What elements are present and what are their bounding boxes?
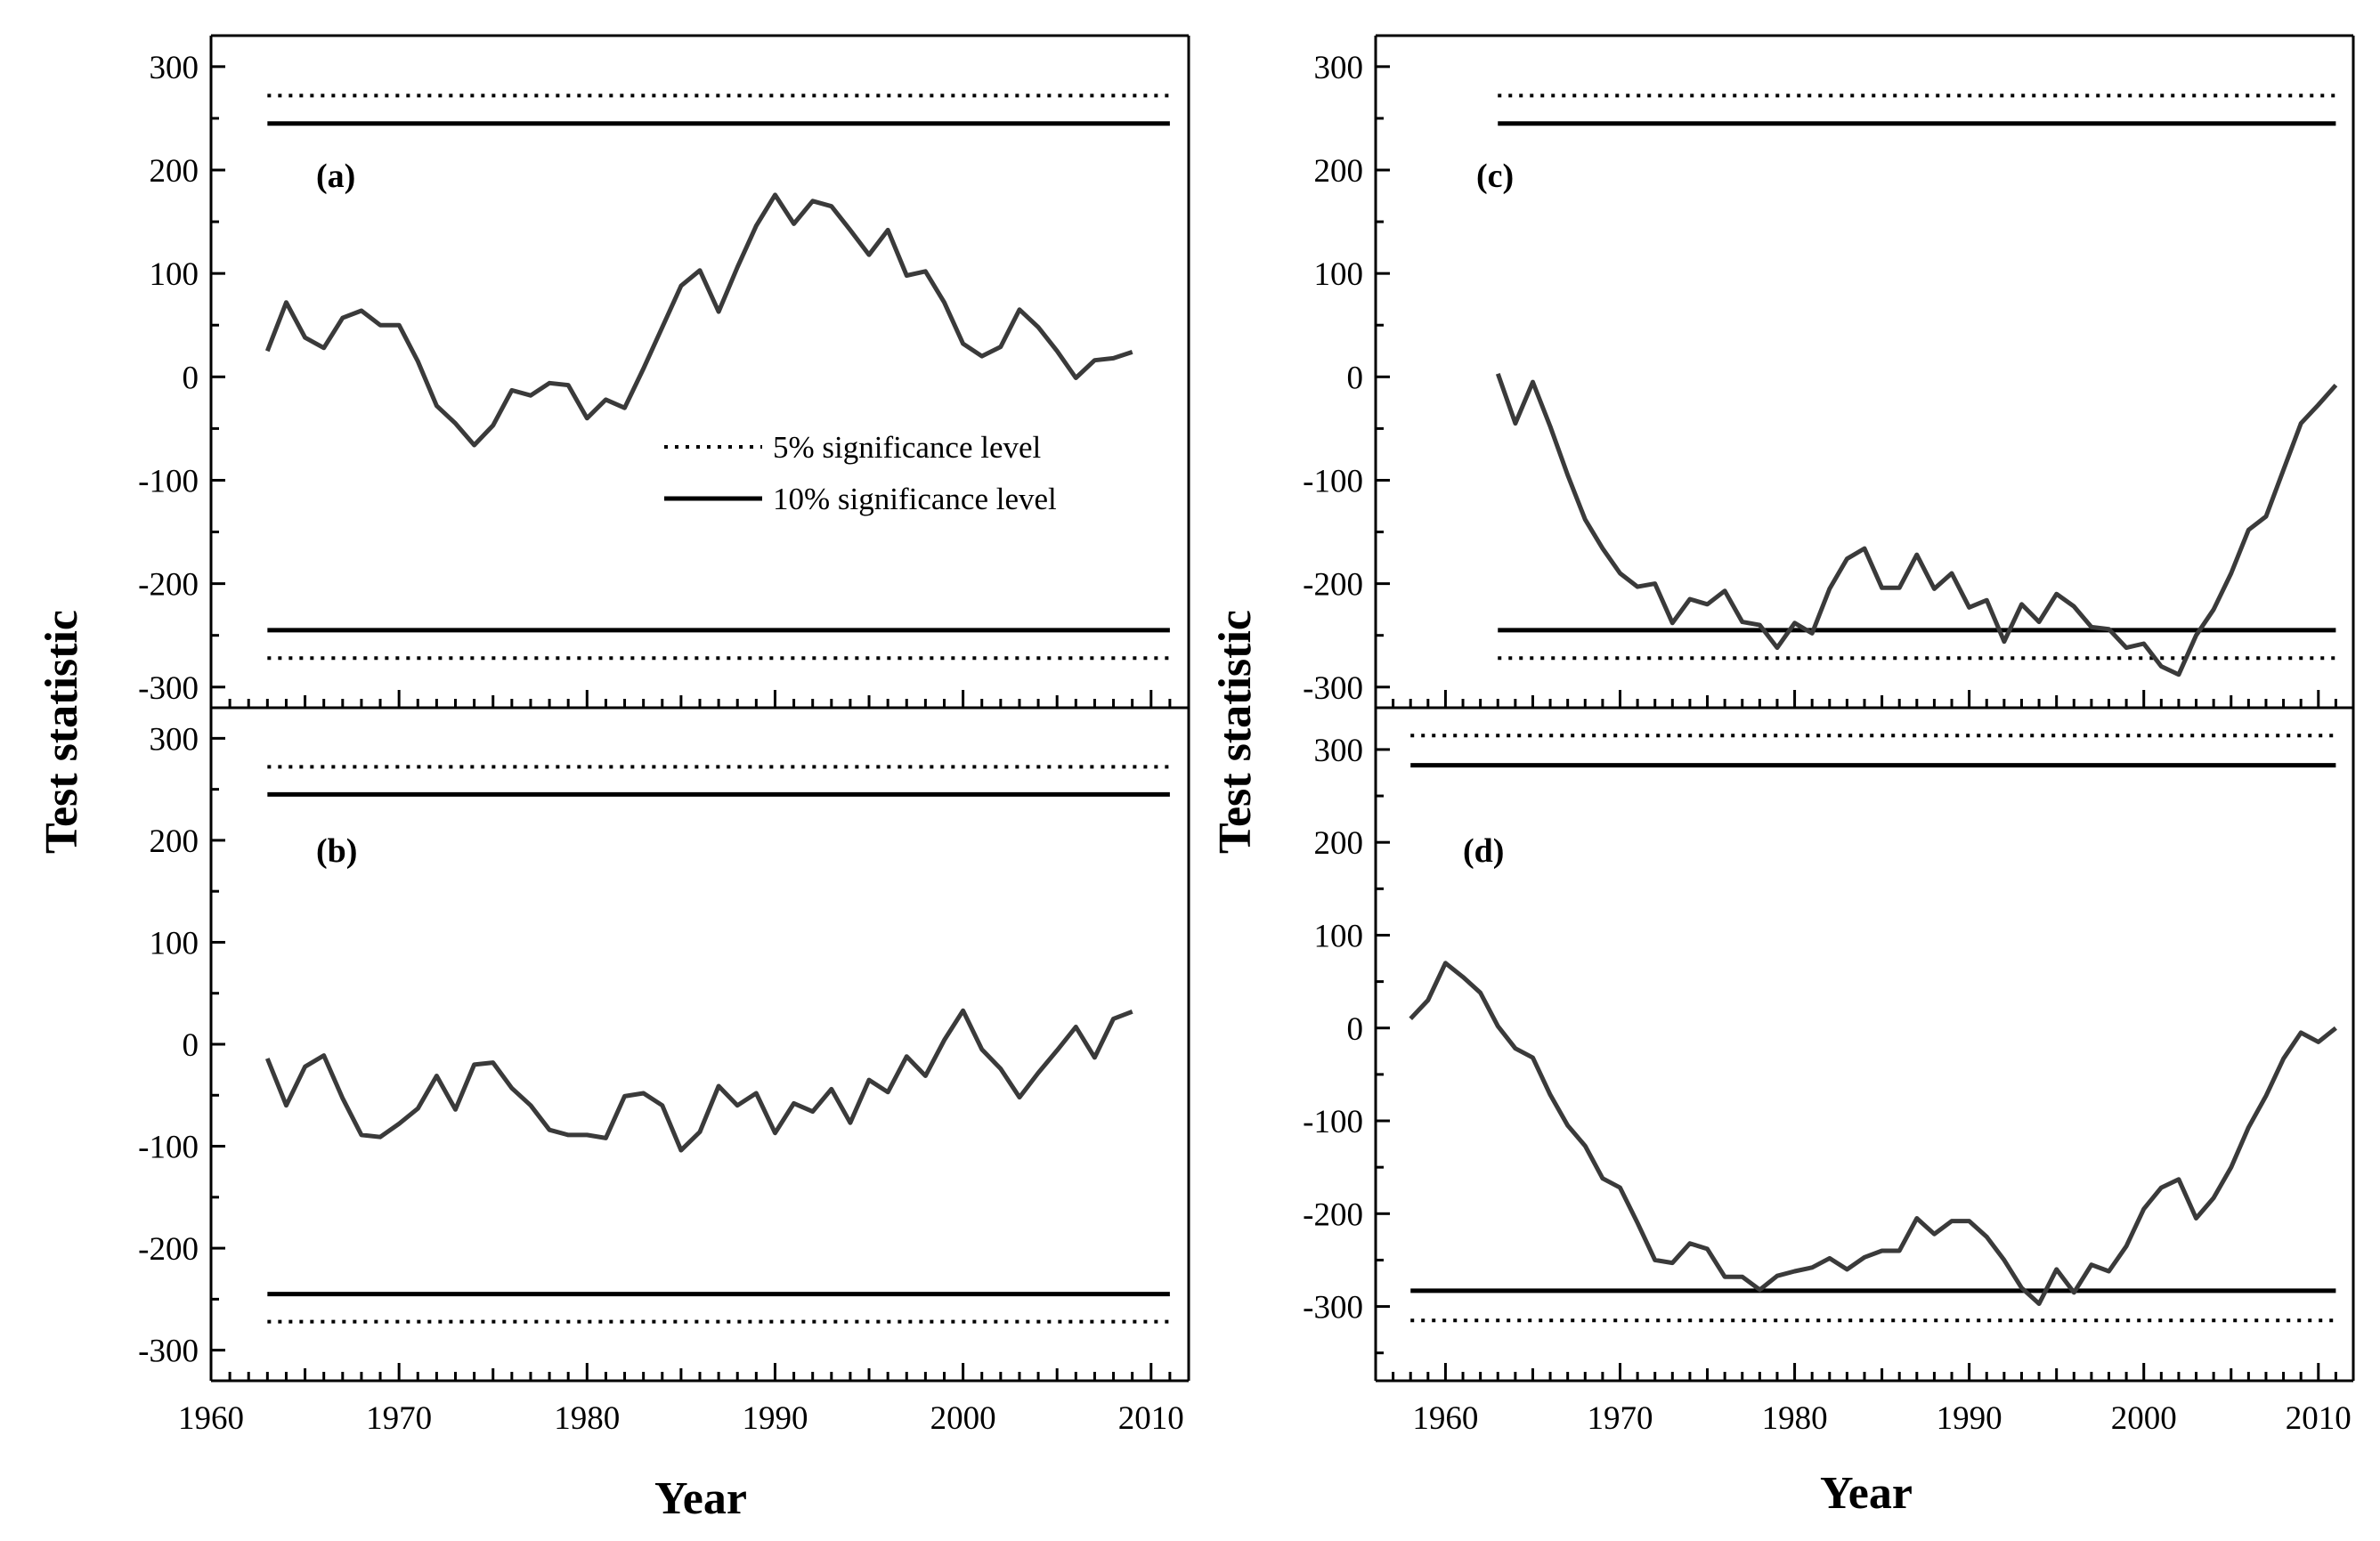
x-tick-label: 1970 — [1588, 1400, 1653, 1437]
right-x-axis-title: Year — [1820, 1468, 1913, 1519]
panel-a: 300 200 100 0 -100 -200 -300 (a) — [138, 34, 1190, 710]
y-tick-label: 0 — [183, 360, 199, 396]
panel-label: (b) — [316, 832, 357, 870]
y-tick-label: 100 — [1314, 256, 1364, 293]
x-tick-label: 1980 — [1762, 1400, 1828, 1437]
x-tick-label: 2010 — [1118, 1400, 1184, 1437]
legend: 5% significance level 10% significance l… — [664, 430, 1057, 516]
series-line — [1409, 961, 2337, 1306]
y-tick-label: -200 — [1303, 567, 1363, 604]
panel-label: (a) — [316, 158, 355, 195]
left-x-axis-title: Year — [654, 1473, 747, 1524]
x-tick-label: 1960 — [1412, 1400, 1478, 1437]
y-tick-label: 300 — [1314, 733, 1364, 769]
x-tick-label: 2010 — [2286, 1400, 2352, 1437]
y-tick-label: 100 — [1314, 918, 1364, 954]
y-tick-label: 300 — [150, 721, 199, 758]
x-tick-label: 1970 — [366, 1400, 432, 1437]
panel-c: 300 200 100 0 -100 -200 -300 (c) — [1303, 34, 2355, 710]
y-tick-label: -200 — [1303, 1196, 1363, 1233]
y-tick-label: 100 — [150, 256, 199, 293]
y-tick-label: 0 — [183, 1027, 199, 1064]
y-tick-label: -100 — [138, 1130, 199, 1166]
panel-b: 300 200 100 0 -100 -200 -300 1960 1970 1980 1990 20… — [138, 708, 1190, 1437]
y-tick-label: 0 — [1347, 360, 1364, 396]
panel-label: (c) — [1476, 158, 1514, 195]
x-tick-label: 1980 — [554, 1400, 620, 1437]
y-tick-label: -300 — [1303, 670, 1363, 707]
legend-label-10pct: 10% significance level — [773, 482, 1057, 516]
x-tick-label: 1990 — [742, 1400, 808, 1437]
y-tick-label: 100 — [150, 925, 199, 961]
x-tick-label: 2000 — [2111, 1400, 2177, 1437]
series-line — [264, 192, 1133, 448]
x-tick-label: 2000 — [930, 1400, 996, 1437]
panel-label: (d) — [1463, 832, 1504, 870]
series-line — [1495, 372, 2338, 677]
panel-d: 300 200 100 0 -100 -200 -300 1960 1970 1980 1990 20… — [1303, 708, 2355, 1437]
y-tick-label: -100 — [138, 463, 199, 499]
y-tick-label: 0 — [1347, 1011, 1364, 1048]
left-y-axis-title: Test statistic — [37, 610, 87, 854]
y-tick-label: -100 — [1303, 1104, 1363, 1140]
y-tick-label: -100 — [1303, 463, 1363, 499]
x-tick-label: 1990 — [1937, 1400, 2002, 1437]
y-tick-label: -300 — [138, 670, 199, 707]
y-tick-label: -300 — [1303, 1290, 1363, 1326]
y-tick-label: 200 — [1314, 825, 1364, 862]
y-tick-label: -200 — [138, 567, 199, 604]
legend-label-5pct: 5% significance level — [773, 430, 1042, 465]
y-tick-label: 300 — [1314, 50, 1364, 86]
right-y-axis-title: Test statistic — [1210, 610, 1261, 854]
y-tick-label: 200 — [150, 153, 199, 190]
series-line — [264, 1008, 1133, 1153]
y-tick-label: 200 — [150, 823, 199, 860]
y-tick-label: 200 — [1314, 153, 1364, 190]
y-tick-label: 300 — [150, 50, 199, 86]
x-tick-label: 1960 — [178, 1400, 244, 1437]
y-tick-label: -200 — [138, 1231, 199, 1268]
y-tick-label: -300 — [138, 1334, 199, 1370]
